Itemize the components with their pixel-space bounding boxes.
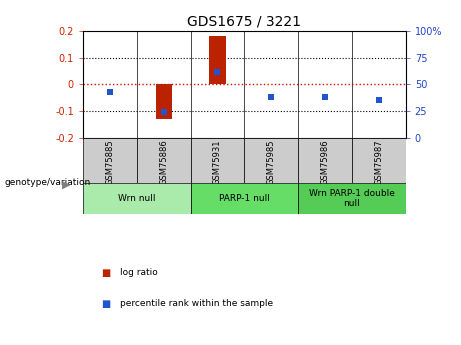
Bar [244, 138, 298, 184]
Bar [83, 184, 190, 214]
Bar [298, 138, 352, 184]
Text: GSM75987: GSM75987 [374, 139, 383, 185]
Title: GDS1675 / 3221: GDS1675 / 3221 [187, 14, 301, 29]
Text: Wrn PARP-1 double
null: Wrn PARP-1 double null [309, 189, 395, 208]
Bar [83, 138, 137, 184]
Text: genotype/variation: genotype/variation [5, 178, 91, 187]
Point [160, 109, 167, 115]
Point [375, 98, 383, 103]
Text: GSM75886: GSM75886 [159, 139, 168, 185]
Bar [155, 85, 171, 119]
Text: percentile rank within the sample: percentile rank within the sample [120, 299, 273, 308]
Text: Wrn null: Wrn null [118, 194, 155, 203]
Bar [352, 138, 406, 184]
Text: GSM75986: GSM75986 [320, 139, 330, 185]
Text: ■: ■ [101, 268, 111, 277]
Text: log ratio: log ratio [120, 268, 158, 277]
Point [267, 95, 275, 100]
Point [214, 69, 221, 74]
Text: ■: ■ [101, 299, 111, 308]
Bar [190, 184, 298, 214]
Text: GSM75985: GSM75985 [267, 139, 276, 185]
Bar [190, 138, 244, 184]
Bar [137, 138, 190, 184]
Text: GSM75885: GSM75885 [106, 139, 114, 185]
Text: ▶: ▶ [62, 180, 71, 189]
Bar [298, 184, 406, 214]
Text: GSM75931: GSM75931 [213, 139, 222, 185]
Text: PARP-1 null: PARP-1 null [219, 194, 270, 203]
Point [106, 89, 113, 95]
Bar [209, 36, 225, 85]
Point [321, 95, 329, 100]
